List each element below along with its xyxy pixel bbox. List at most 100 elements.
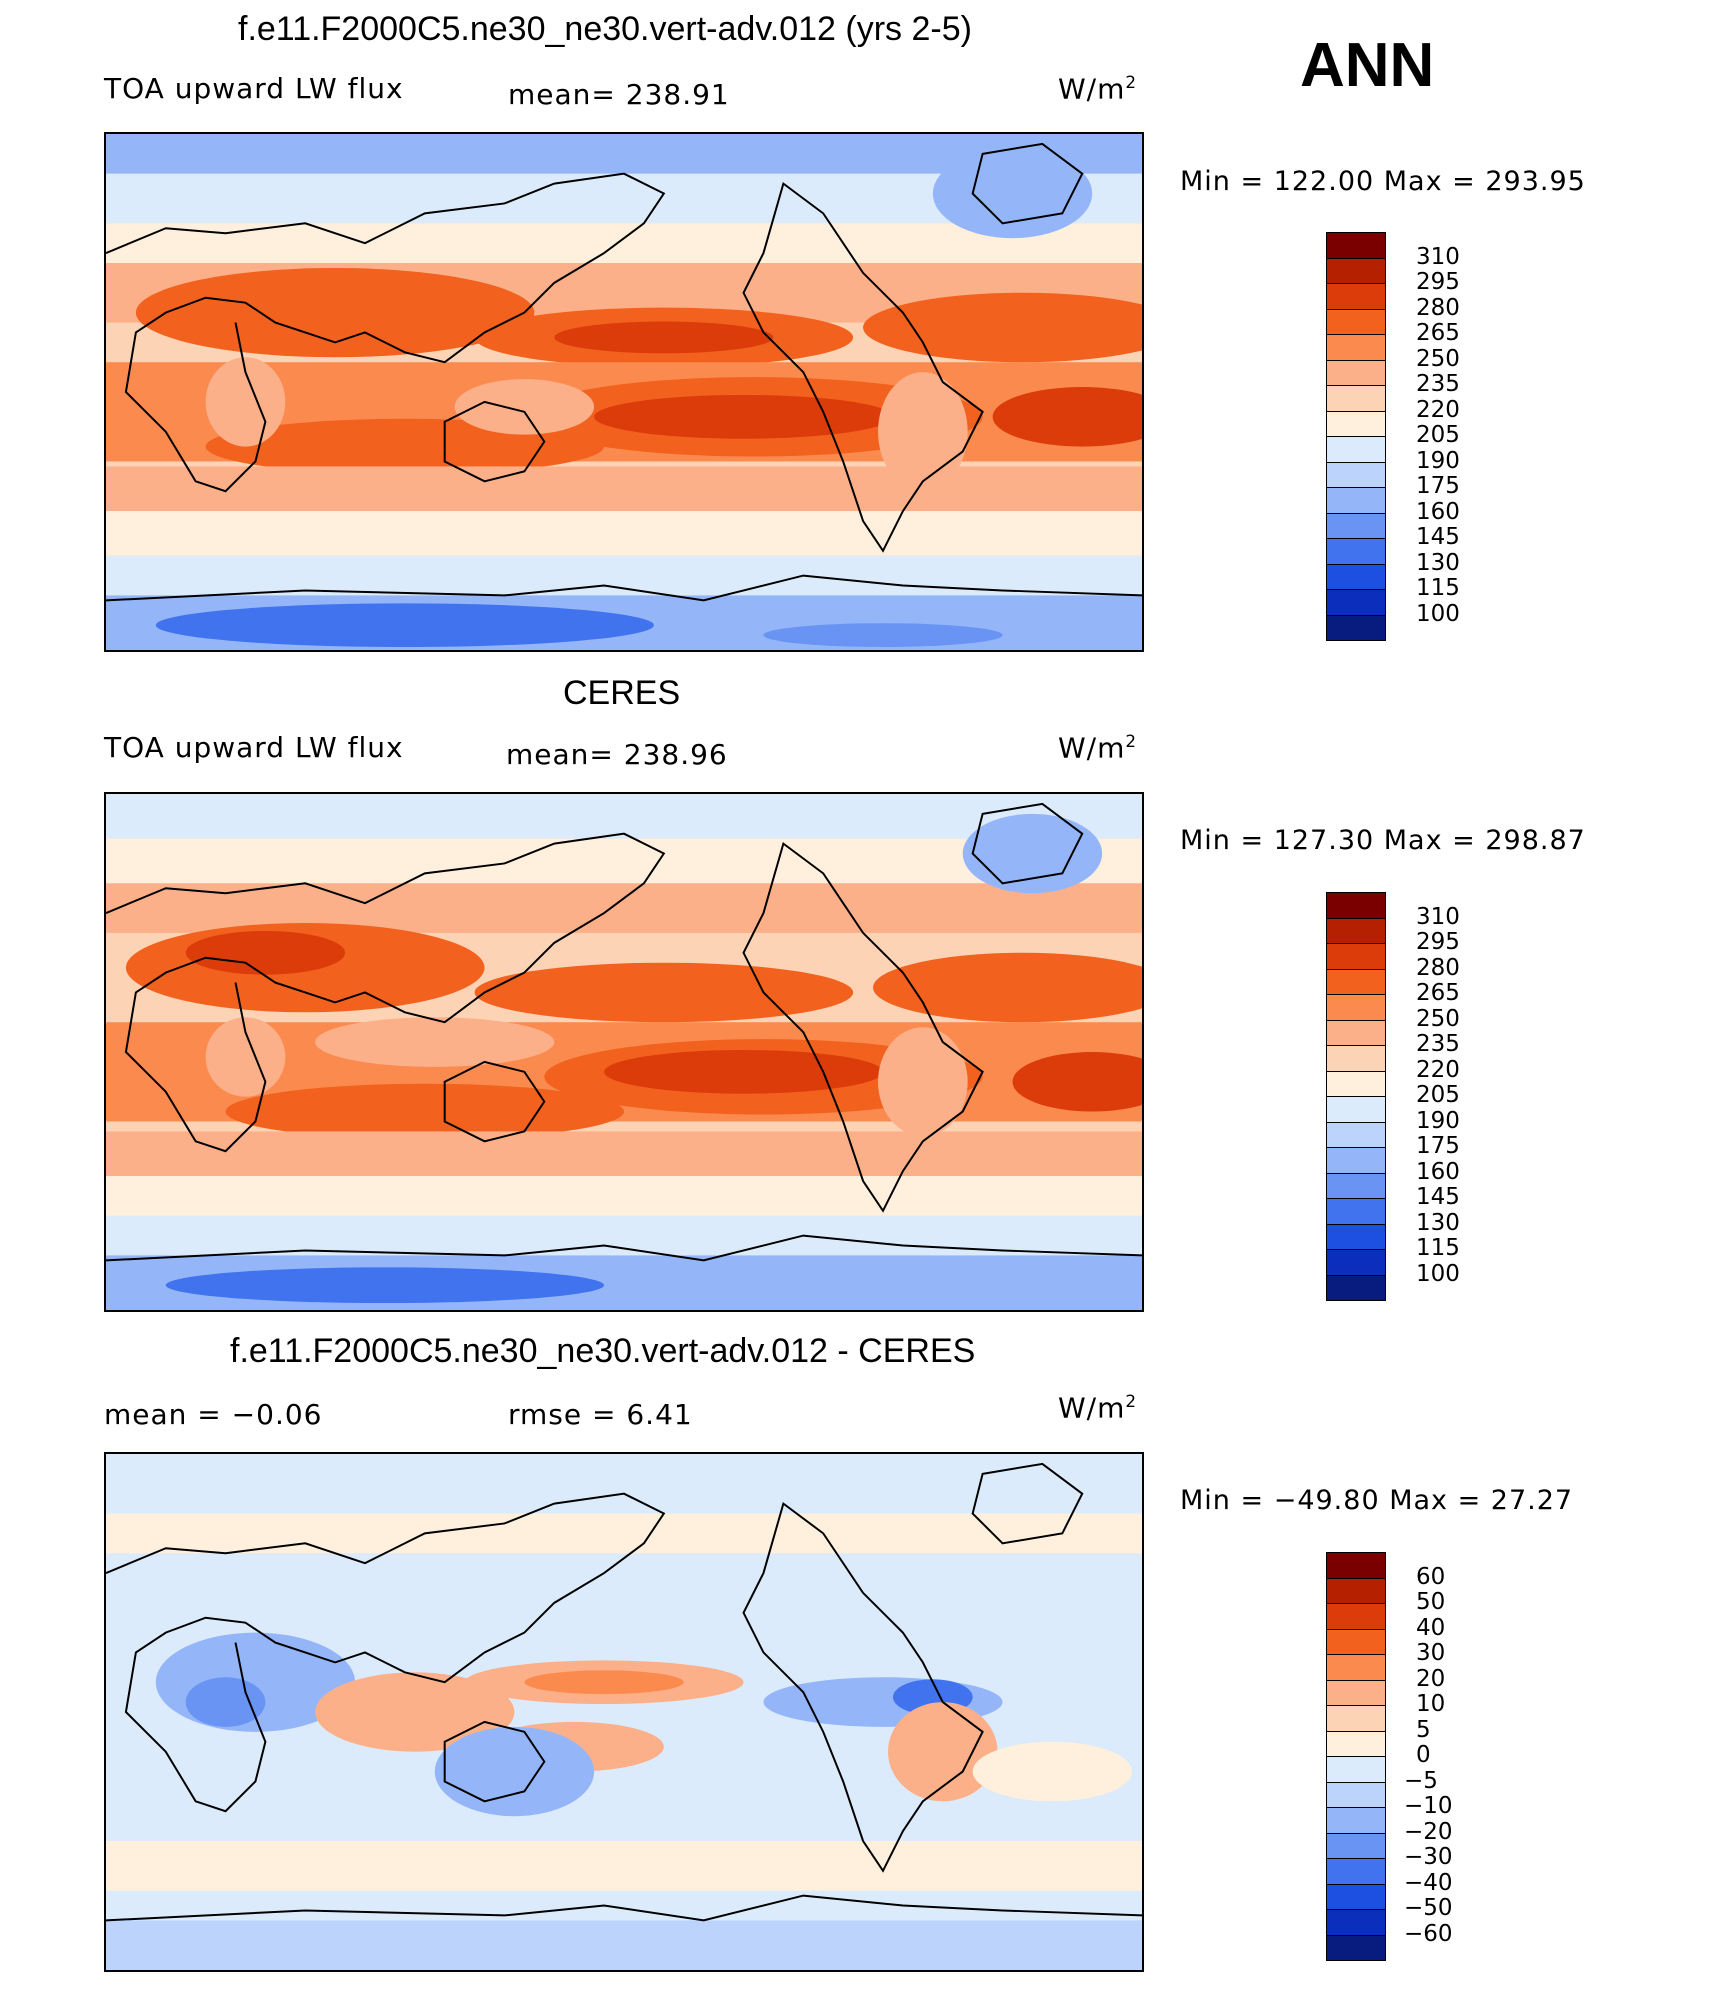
colorbar-box (1326, 1679, 1386, 1706)
colorbar-box (1326, 512, 1386, 539)
eurasia-africa-coast (106, 832, 666, 1153)
north-atlantic-region (863, 292, 1142, 363)
colorbar-label: −40 (1404, 1869, 1453, 1896)
panel-2-mean-label: mean= 238.96 (506, 738, 728, 771)
panel-1-colorbar-boxes (1326, 232, 1388, 641)
eurasia-africa-coast (106, 172, 666, 493)
australia-coast (443, 400, 546, 483)
colorbar-label: 190 (1416, 1107, 1460, 1134)
greenland-coast (971, 1462, 1084, 1545)
colorbar-box (1326, 1934, 1386, 1961)
panel-1-mean-label: mean= 238.91 (508, 78, 730, 111)
panel-1-colorbar: 310 295 280 265 250 235 220 205 190 175 160 145 130 1… (1326, 232, 1460, 641)
colorbar-box (1326, 968, 1386, 995)
colorbar-label: 265 (1416, 980, 1460, 1006)
panel-2-colorbar-labels: 310 295 280 265 250 235 220 205 190 175 160 145 130 1… (1404, 892, 1484, 1300)
southern-band (106, 1841, 1142, 1891)
colorbar-box (1326, 917, 1386, 944)
pacific-positive-core (524, 1670, 684, 1695)
colorbar-box (1326, 1909, 1386, 1936)
colorbar-box (1326, 538, 1386, 565)
south-pacific-core (604, 1050, 883, 1094)
colorbar-box (1326, 1070, 1386, 1097)
greenland-coast (971, 142, 1084, 225)
panel-1-title: f.e11.F2000C5.ne30_ne30.vert-adv.012 (yr… (238, 10, 972, 48)
panel-2-units-text: W/m (1058, 731, 1126, 765)
panel-3-map-svg (106, 1454, 1142, 1970)
panel-2-units-sup: 2 (1125, 731, 1138, 751)
panel-3-colorbar-labels: 60 50 40 30 20 10 5 0 −5 −10 −20 −30 −40 −50 −60 (1404, 1552, 1484, 1960)
antarctic-low-region-2 (763, 623, 1003, 648)
colorbar-box (1326, 1807, 1386, 1834)
antarctic-low-region (165, 1267, 605, 1304)
colorbar-box (1326, 1628, 1386, 1655)
colorbar-box (1326, 283, 1386, 310)
colorbar-box (1326, 1147, 1386, 1174)
colorbar-box (1326, 1121, 1386, 1148)
central-africa-region (205, 1017, 286, 1097)
colorbar-label: −20 (1404, 1818, 1453, 1845)
panel-1-map (104, 132, 1144, 652)
panel-2-minmax: Min = 127.30 Max = 298.87 (1180, 825, 1586, 856)
colorbar-label: 250 (1416, 345, 1460, 372)
panel-1-units-text: W/m (1058, 72, 1126, 106)
panel-2-colorbar-boxes (1326, 892, 1388, 1301)
south-midlat-band (106, 511, 1142, 556)
panel-2-colorbar: 310 295 280 265 250 235 220 205 190 175 160 145 130 1… (1326, 892, 1460, 1301)
north-africa-region (135, 267, 535, 358)
panel-3-colorbar-boxes (1326, 1552, 1388, 1961)
colorbar-label: 295 (1416, 269, 1460, 295)
colorbar-box (1326, 1577, 1386, 1604)
south-subtropic-band (106, 1131, 1142, 1177)
colorbar-box (1326, 1198, 1386, 1225)
panel-3-map (104, 1452, 1144, 1972)
colorbar-box (1326, 1832, 1386, 1859)
antarctica-coast (106, 1894, 1142, 1922)
maritime-continent (454, 379, 595, 435)
colorbar-label: 190 (1416, 447, 1460, 474)
colorbar-label: 220 (1416, 1056, 1460, 1083)
panel-3-units-sup: 2 (1125, 1391, 1138, 1411)
south-atlantic-core (992, 387, 1142, 447)
colorbar-label: 0 (1416, 1742, 1431, 1768)
colorbar-box (1326, 1096, 1386, 1123)
colorbar-label: 50 (1416, 1589, 1446, 1615)
americas-coast (742, 841, 984, 1213)
atlantic-neutral (972, 1741, 1133, 1802)
colorbar-label: 205 (1416, 422, 1460, 448)
colorbar-label: 310 (1416, 903, 1460, 930)
colorbar-box (1326, 1858, 1386, 1885)
colorbar-label: 20 (1416, 1665, 1446, 1692)
north-pacific-core (554, 321, 774, 354)
colorbar-box (1326, 1045, 1386, 1072)
colorbar-label: −60 (1404, 1920, 1453, 1947)
panel-1-units-sup: 2 (1125, 72, 1138, 92)
colorbar-label: 100 (1416, 600, 1460, 627)
colorbar-label: 115 (1416, 575, 1460, 601)
greenland-region (962, 813, 1103, 894)
north-atlantic-region (873, 952, 1142, 1023)
antarctic-band (106, 1920, 1142, 1970)
colorbar-box (1326, 563, 1386, 590)
colorbar-label: 5 (1416, 1716, 1431, 1743)
coastlines (106, 802, 1142, 1262)
panel-2-map-svg (106, 794, 1142, 1310)
arctic-band (106, 794, 1142, 839)
colorbar-label: 160 (1416, 498, 1460, 525)
colorbar-label: 130 (1416, 549, 1460, 576)
colorbar-label: 10 (1416, 1691, 1446, 1717)
south-atlantic-core (1012, 1052, 1142, 1112)
antarctica-coast (106, 574, 1142, 602)
colorbar-label: −10 (1404, 1793, 1453, 1819)
colorbar-label: 220 (1416, 396, 1460, 423)
panel-3-mean-label: mean = −0.06 (104, 1398, 323, 1431)
north-pacific-region (474, 962, 854, 1023)
australia-negative (434, 1726, 595, 1817)
australia-coast (443, 1060, 546, 1143)
australia-coast (443, 1720, 546, 1803)
colorbar-label: 175 (1416, 1133, 1460, 1159)
colorbar-label: 250 (1416, 1005, 1460, 1032)
colorbar-label: 175 (1416, 473, 1460, 499)
americas-coast (742, 1501, 984, 1873)
colorbar-box (1326, 334, 1386, 361)
